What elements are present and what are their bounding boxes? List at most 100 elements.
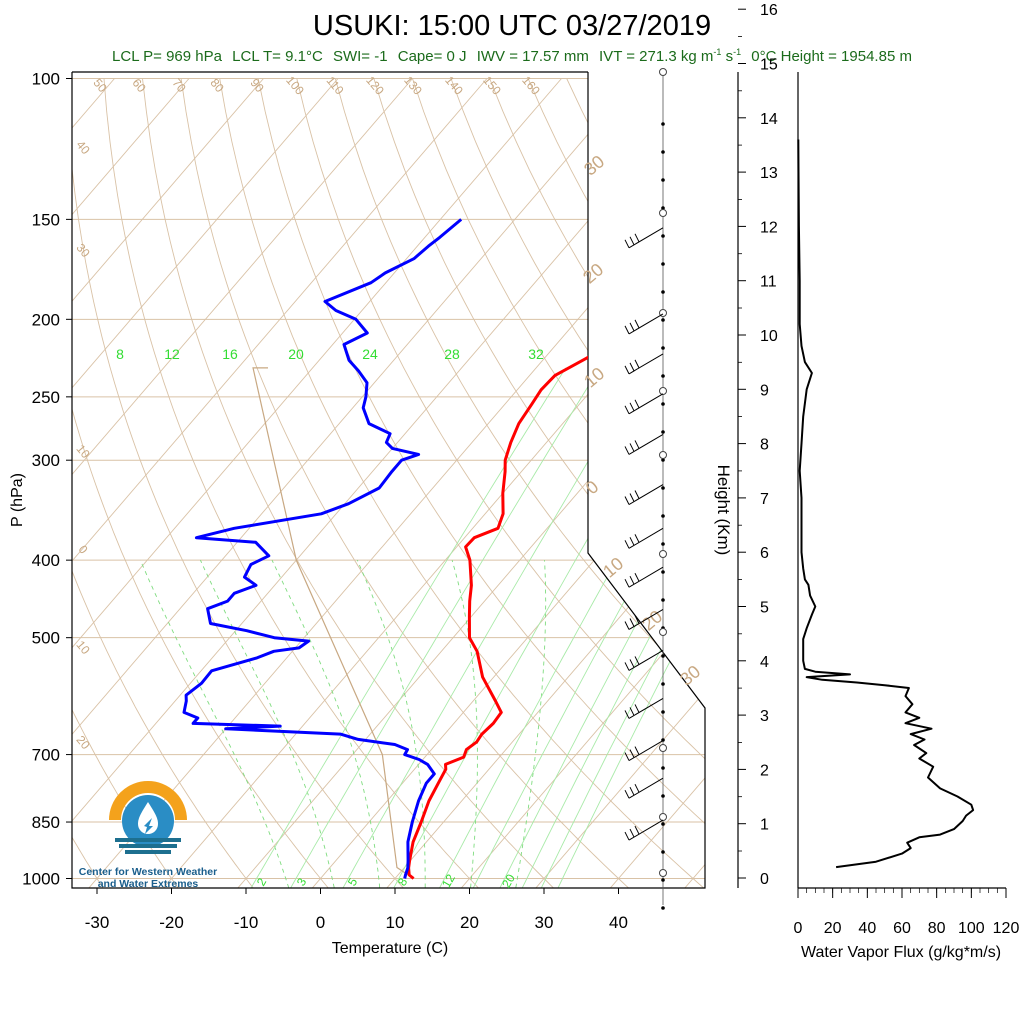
- height-tick-label: 2: [760, 762, 769, 779]
- sounding-stats: LCL P= 969 hPa LCL T= 9.1°C SWI= -1 Cape…: [0, 47, 1024, 65]
- wind-level-dot: [661, 178, 665, 182]
- height-tick-label: 0: [760, 871, 769, 888]
- calm-circle: [659, 451, 667, 459]
- height-tick-label: 11: [760, 274, 777, 291]
- wind-level-dot: [661, 850, 665, 854]
- x-tick-label: -20: [159, 913, 184, 932]
- wind-level-dot: [661, 598, 665, 602]
- isotherm-line: [72, 78, 488, 888]
- theta-label-left: 40: [73, 138, 93, 157]
- y-tick-label: 400: [32, 551, 60, 570]
- calm-circle: [659, 68, 667, 76]
- wind-level-dot: [661, 430, 665, 434]
- isotherm-label: 130: [401, 73, 425, 98]
- mixing-ratio-label: 28: [444, 346, 460, 362]
- x-tick-label: 40: [609, 913, 628, 932]
- isotherm-line: [72, 78, 190, 888]
- y-tick-label: 150: [32, 210, 60, 229]
- wind-barb: [624, 527, 664, 549]
- logo-wave-3: [125, 850, 171, 854]
- isotherm-line: [72, 78, 562, 888]
- y-tick-label: 700: [32, 746, 60, 765]
- dry-adiabat: [296, 78, 705, 888]
- calm-circle: [659, 869, 667, 877]
- wind-level-dot: [661, 262, 665, 266]
- chart-title: USUKI: 15:00 UTC 03/27/2019: [312, 10, 712, 42]
- mixing-ratio-label: 8: [116, 346, 124, 362]
- height-tick-label: 9: [760, 382, 769, 399]
- wind-level-dot: [661, 206, 665, 210]
- mixing-ratio-label: 32: [528, 346, 544, 362]
- wind-level-dot: [661, 766, 665, 770]
- wind-level-dot: [661, 682, 665, 686]
- dry-adiabat: [798, 79, 1024, 896]
- calm-circle: [659, 744, 667, 752]
- y-tick-label: 200: [32, 310, 60, 329]
- x-tick-label: 20: [460, 913, 479, 932]
- dry-adiabat: [219, 78, 705, 888]
- mixing-ratio-line: [537, 367, 705, 888]
- stat-freezing-height: 0°C Height = 1954.85 m: [751, 48, 912, 65]
- theta-label-left: 20: [73, 733, 93, 752]
- wind-barb: [624, 740, 664, 762]
- dry-adiabat: [72, 78, 184, 888]
- mixing-ratio-label: 20: [288, 346, 304, 362]
- isotherm-line: [72, 78, 705, 888]
- stat-ivt-base: IVT = 271.3 kg m: [599, 48, 714, 65]
- wind-barb: [624, 609, 664, 630]
- wind-level-dot: [661, 458, 665, 462]
- flux-x-tick-label: 120: [993, 920, 1020, 937]
- dry-adiabat: [72, 78, 109, 888]
- mixing-ratio-bottom-label: 2: [254, 875, 270, 888]
- flux-x-tick-label: 20: [824, 920, 842, 937]
- isotherm-line: [603, 78, 705, 888]
- isotherm-label: 110: [324, 74, 347, 98]
- isotherm-label: 150: [480, 73, 504, 98]
- stat-lcl-temperature: LCL T= 9.1°C: [232, 48, 323, 65]
- mixing-ratio-label: 16: [222, 346, 238, 362]
- y-tick-label: 850: [32, 813, 60, 832]
- x-axis-label: Temperature (C): [332, 940, 448, 957]
- logo-wave-1: [115, 838, 181, 842]
- isotherm-line: [72, 78, 413, 888]
- isotherm-label: 160: [519, 73, 543, 98]
- y-tick-label: 1000: [22, 870, 60, 889]
- mixing-ratio-line: [435, 367, 705, 888]
- moist-adiabat: [514, 560, 547, 888]
- dry-adiabat: [72, 78, 260, 888]
- isotherm-label: 120: [363, 73, 387, 98]
- wind-barb: [624, 393, 664, 415]
- wind-level-dot: [661, 234, 665, 238]
- logo-wave-2: [119, 844, 177, 848]
- logo-caption: Center for Western Weather and Water Ext…: [68, 866, 228, 890]
- mixing-ratio-line: [285, 367, 600, 888]
- dry-adiabat: [142, 78, 562, 888]
- mixing-ratio-label: 12: [164, 346, 180, 362]
- mixing-ratio-line: [338, 367, 645, 888]
- wind-barb: [624, 484, 664, 505]
- dry-adiabat: [103, 78, 486, 888]
- wind-barb: [624, 566, 664, 588]
- logo-sun-arc: [109, 781, 187, 821]
- height-tick-label: 6: [760, 545, 769, 562]
- dry-adiabat: [604, 78, 705, 888]
- dry-adiabat: [334, 78, 705, 888]
- wind-level-dot: [661, 374, 665, 378]
- logo-caption-line1: Center for Western Weather: [78, 866, 218, 878]
- wind-barb: [624, 433, 664, 455]
- wind-level-dot: [661, 906, 665, 910]
- parcel-path: [252, 367, 414, 880]
- wind-barb: [624, 697, 664, 719]
- mixing-ratio-bottom-label: 12: [439, 871, 458, 890]
- flux-x-tick-label: 0: [794, 920, 803, 937]
- isotherm-line: [72, 78, 339, 888]
- height-tick-label: 1: [760, 817, 769, 834]
- mixing-ratio-line: [468, 367, 705, 888]
- mixing-ratio-bottom-label: 3: [294, 875, 310, 888]
- moist-adiabat: [139, 559, 292, 888]
- stat-ivt-exp1: -1: [713, 47, 722, 57]
- water-vapor-flux-line: [797, 139, 975, 869]
- x-tick-label: 30: [535, 913, 554, 932]
